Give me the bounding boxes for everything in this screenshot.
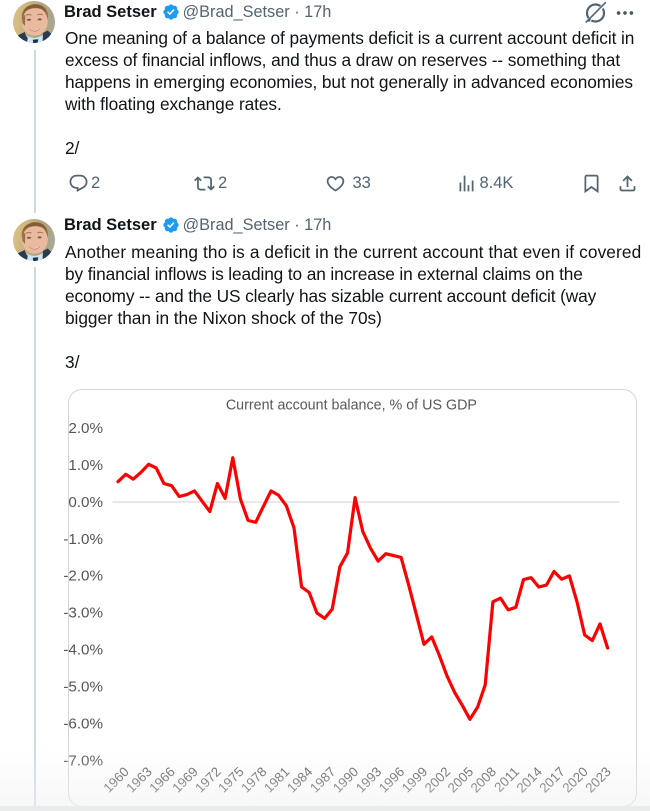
svg-text:-6.0%: -6.0% — [63, 715, 103, 732]
svg-text:-1.0%: -1.0% — [63, 530, 103, 547]
svg-text:-5.0%: -5.0% — [63, 678, 103, 695]
svg-text:-7.0%: -7.0% — [63, 752, 103, 769]
svg-text:-2.0%: -2.0% — [63, 567, 103, 584]
svg-text:1.0%: 1.0% — [68, 456, 103, 473]
svg-text:0.0%: 0.0% — [68, 493, 103, 510]
svg-text:2023: 2023 — [582, 764, 614, 796]
svg-text:2.0%: 2.0% — [68, 419, 103, 436]
svg-text:-4.0%: -4.0% — [63, 641, 103, 658]
svg-text:-3.0%: -3.0% — [63, 604, 103, 621]
svg-text:Current account balance, % of: Current account balance, % of US GDP — [225, 397, 476, 413]
